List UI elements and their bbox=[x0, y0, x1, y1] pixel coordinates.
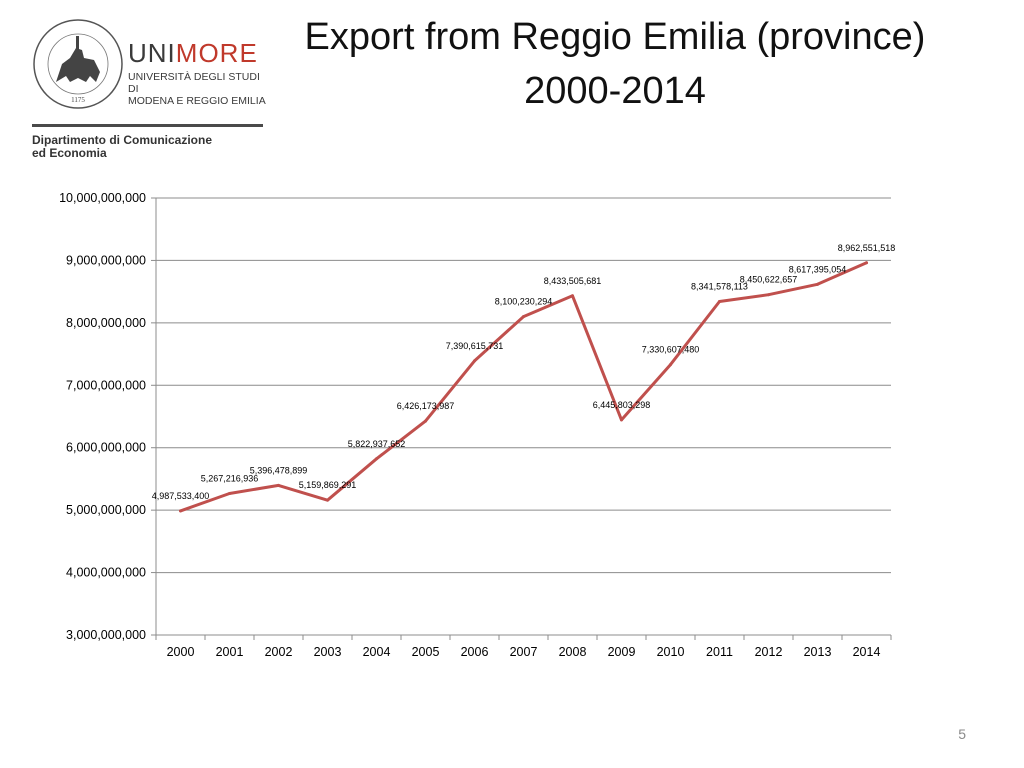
data-point bbox=[375, 457, 378, 461]
x-tick-label: 2002 bbox=[265, 645, 293, 659]
logo-divider bbox=[32, 124, 263, 127]
x-tick-label: 2014 bbox=[853, 645, 881, 659]
data-label: 7,330,607,480 bbox=[642, 345, 700, 355]
y-tick-label: 4,000,000,000 bbox=[66, 566, 146, 580]
university-name: UNIMORE bbox=[128, 38, 258, 69]
department-line2: ed Economia bbox=[32, 146, 107, 160]
university-subtitle: UNIVERSITÀ DEGLI STUDI DI MODENA E REGGI… bbox=[128, 71, 268, 107]
data-point bbox=[669, 363, 672, 367]
x-tick-label: 2008 bbox=[559, 645, 587, 659]
data-point bbox=[620, 418, 623, 422]
data-label: 4,987,533,400 bbox=[152, 491, 210, 501]
university-name-part2: MORE bbox=[175, 38, 258, 68]
y-tick-label: 10,000,000,000 bbox=[59, 191, 146, 205]
data-label: 8,617,395,054 bbox=[789, 264, 847, 274]
x-tick-label: 2005 bbox=[412, 645, 440, 659]
data-point bbox=[228, 491, 231, 495]
y-tick-label: 7,000,000,000 bbox=[66, 378, 146, 392]
seal-year: 1175 bbox=[71, 96, 85, 104]
data-label: 6,426,173,987 bbox=[397, 401, 455, 411]
data-label: 7,390,615,731 bbox=[446, 341, 504, 351]
data-point bbox=[326, 498, 329, 502]
data-point bbox=[571, 294, 574, 298]
x-tick-label: 2013 bbox=[804, 645, 832, 659]
slide-title-line1: Export from Reggio Emilia (province) bbox=[304, 16, 926, 58]
data-point bbox=[277, 483, 280, 487]
university-subtitle-line1: UNIVERSITÀ DEGLI STUDI DI bbox=[128, 71, 260, 95]
y-tick-label: 9,000,000,000 bbox=[66, 253, 146, 267]
x-tick-label: 2000 bbox=[167, 645, 195, 659]
data-label: 5,396,478,899 bbox=[250, 465, 308, 475]
data-label: 5,822,937,652 bbox=[348, 439, 406, 449]
x-tick-label: 2004 bbox=[363, 645, 391, 659]
slide-title: Export from Reggio Emilia (province) 200… bbox=[270, 10, 960, 118]
data-point bbox=[473, 359, 476, 363]
x-tick-label: 2012 bbox=[755, 645, 783, 659]
data-point bbox=[816, 282, 819, 286]
y-tick-label: 6,000,000,000 bbox=[66, 441, 146, 455]
x-tick-label: 2007 bbox=[510, 645, 538, 659]
data-point bbox=[718, 300, 721, 304]
y-tick-label: 8,000,000,000 bbox=[66, 316, 146, 330]
data-label: 5,267,216,936 bbox=[201, 473, 259, 483]
data-label: 8,433,505,681 bbox=[544, 276, 602, 286]
data-label: 5,159,869,291 bbox=[299, 480, 357, 490]
data-label: 8,962,551,518 bbox=[838, 243, 896, 253]
department-name: Dipartimento di Comunicazione ed Economi… bbox=[32, 134, 262, 160]
data-label: 6,445,803,298 bbox=[593, 400, 651, 410]
data-label: 8,341,578,113 bbox=[691, 282, 748, 292]
y-tick-label: 3,000,000,000 bbox=[66, 628, 146, 642]
data-point bbox=[767, 293, 770, 297]
data-label: 8,450,622,657 bbox=[740, 275, 798, 285]
page-number: 5 bbox=[958, 726, 966, 742]
x-tick-label: 2001 bbox=[216, 645, 244, 659]
x-tick-label: 2011 bbox=[706, 645, 733, 659]
department-line1: Dipartimento di Comunicazione bbox=[32, 133, 213, 147]
data-label: 8,100,230,294 bbox=[495, 297, 553, 307]
university-logo: 1175 UNIMORE UNIVERSITÀ DEGLI STUDI DI M… bbox=[28, 18, 268, 168]
data-point bbox=[522, 315, 525, 319]
university-seal-icon: 1175 bbox=[33, 19, 123, 109]
data-point bbox=[865, 261, 868, 265]
x-tick-label: 2009 bbox=[608, 645, 636, 659]
data-point bbox=[424, 419, 427, 423]
slide-title-line2: 2000-2014 bbox=[524, 70, 706, 112]
university-subtitle-line2: MODENA E REGGIO EMILIA bbox=[128, 95, 266, 107]
y-tick-label: 5,000,000,000 bbox=[66, 503, 146, 517]
data-point bbox=[179, 509, 182, 513]
x-tick-label: 2003 bbox=[314, 645, 342, 659]
university-name-part1: UNI bbox=[128, 38, 176, 68]
x-tick-label: 2006 bbox=[461, 645, 489, 659]
x-tick-label: 2010 bbox=[657, 645, 685, 659]
